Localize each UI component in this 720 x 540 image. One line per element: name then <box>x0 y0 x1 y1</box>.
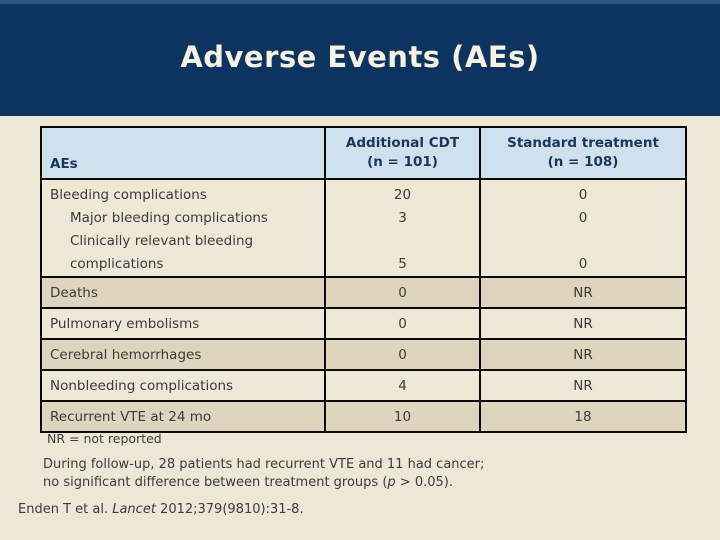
row-label: Deaths <box>40 276 326 309</box>
table-row-bleeding-group: Bleeding complications Major bleeding co… <box>40 178 687 278</box>
cell-value <box>326 230 479 253</box>
column-header-additional-cdt: Additional CDT (n = 101) <box>324 126 481 180</box>
citation-details: 2012;379(9810):31-8. <box>155 502 304 517</box>
cell-value: 0 <box>578 187 588 203</box>
cell-value: 0 <box>324 338 481 371</box>
cell-value: 4 <box>324 369 481 402</box>
column-header-label: Standard treatment <box>507 135 659 151</box>
nr-footnote: NR = not reported <box>47 431 162 446</box>
row-label: Recurrent VTE at 24 mo <box>40 400 326 433</box>
p-value-symbol: p <box>387 474 396 490</box>
slide-title: Adverse Events (AEs) <box>180 40 540 74</box>
table-row: Cerebral hemorrhages 0 NR <box>40 338 687 371</box>
cell-value <box>481 230 685 253</box>
title-band <box>0 0 720 116</box>
cell-value: 0 <box>324 276 481 309</box>
column-header-sublabel: (n = 108) <box>547 154 619 170</box>
cell-value: 10 <box>324 400 481 433</box>
table-row: Deaths 0 NR <box>40 276 687 309</box>
column-header-standard-treatment: Standard treatment (n = 108) <box>479 126 687 180</box>
bleeding-group-cdt-values: 20 3 5 <box>324 178 481 278</box>
row-label: Major bleeding complications <box>70 210 268 226</box>
table-row: Recurrent VTE at 24 mo 10 18 <box>40 400 687 433</box>
bleeding-group-labels: Bleeding complications Major bleeding co… <box>40 178 326 278</box>
cell-value: 18 <box>479 400 687 433</box>
cell-value: 20 <box>393 187 412 203</box>
cell-value: 0 <box>578 210 588 226</box>
bleeding-group-std-values: 0 0 0 <box>479 178 687 278</box>
cell-value: 5 <box>398 256 407 272</box>
cell-value: 3 <box>398 210 407 226</box>
row-label: complications <box>70 256 164 272</box>
cell-value: 0 <box>578 256 588 272</box>
cell-value: NR <box>479 369 687 402</box>
citation: Enden T et al. Lancet 2012;379(9810):31-… <box>18 502 304 517</box>
row-label: Pulmonary embolisms <box>40 307 326 340</box>
cell-value: NR <box>479 338 687 371</box>
row-label: Nonbleeding complications <box>40 369 326 402</box>
table-row: Pulmonary embolisms 0 NR <box>40 307 687 340</box>
column-header-aes: AEs <box>40 126 326 180</box>
citation-authors: Enden T et al. <box>18 502 113 517</box>
column-header-sublabel: (n = 101) <box>367 154 438 170</box>
cell-value: NR <box>479 276 687 309</box>
followup-line2-pre: no significant difference between treatm… <box>43 474 388 490</box>
row-label: Clinically relevant bleeding <box>70 233 254 249</box>
row-label: Bleeding complications <box>50 187 207 203</box>
adverse-events-table: AEs Additional CDT (n = 101) Standard tr… <box>40 126 687 433</box>
followup-line1: During follow-up, 28 patients had recurr… <box>43 457 485 472</box>
followup-line2-post: > 0.05). <box>395 474 453 490</box>
row-label: Cerebral hemorrhages <box>40 338 326 371</box>
table-row: Nonbleeding complications 4 NR <box>40 369 687 402</box>
table-header-row: AEs Additional CDT (n = 101) Standard tr… <box>40 126 687 180</box>
citation-journal: Lancet <box>112 502 156 517</box>
cell-value: NR <box>479 307 687 340</box>
column-header-label: Additional CDT <box>345 135 460 151</box>
cell-value: 0 <box>324 307 481 340</box>
followup-footnote: During follow-up, 28 patients had recurr… <box>43 456 643 491</box>
